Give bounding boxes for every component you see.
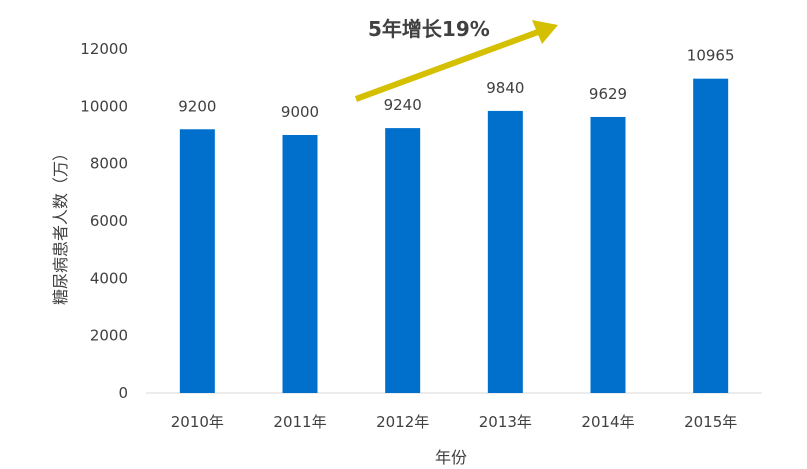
- x-tick-label: 2013年: [479, 413, 532, 431]
- x-tick-label: 2012年: [376, 413, 429, 431]
- data-label: 9840: [486, 79, 524, 97]
- y-tick-label: 12000: [80, 40, 128, 58]
- bar: [179, 129, 215, 393]
- x-axis-ticks: 2010年 2011年 2012年 2013年 2014年 2015年: [171, 413, 738, 431]
- data-labels: 9200 9000 9240 9840 9629 10965: [178, 47, 734, 121]
- bar: [487, 110, 523, 394]
- bars: [179, 78, 729, 394]
- x-tick-label: 2015年: [684, 413, 737, 431]
- bar: [693, 78, 729, 394]
- growth-arrow-icon: [532, 20, 558, 44]
- data-label: 9629: [589, 85, 627, 103]
- bar: [282, 135, 318, 393]
- y-axis-ticks: 0 2000 4000 6000 8000 10000 12000: [80, 40, 128, 402]
- data-label: 10965: [687, 47, 735, 65]
- data-label: 9000: [281, 103, 319, 121]
- growth-annotation-text: 5年增长19%: [368, 17, 490, 41]
- data-label: 9240: [384, 96, 422, 114]
- growth-arrow-line: [354, 29, 540, 102]
- x-axis-title: 年份: [435, 448, 467, 467]
- growth-annotation: 5年增长19%: [354, 17, 558, 102]
- data-label: 9200: [178, 97, 216, 115]
- bar: [590, 116, 626, 394]
- y-tick-label: 4000: [90, 269, 128, 287]
- y-tick-label: 6000: [90, 212, 128, 230]
- x-tick-label: 2010年: [171, 413, 224, 431]
- x-tick-label: 2014年: [581, 413, 634, 431]
- y-tick-label: 8000: [90, 155, 128, 173]
- y-tick-label: 10000: [80, 97, 128, 115]
- y-tick-label: 2000: [90, 327, 128, 345]
- bar: [385, 128, 421, 393]
- y-axis-title: 糖尿病患者人数（万）: [51, 145, 70, 305]
- y-tick-label: 0: [118, 384, 128, 402]
- x-tick-label: 2011年: [273, 413, 326, 431]
